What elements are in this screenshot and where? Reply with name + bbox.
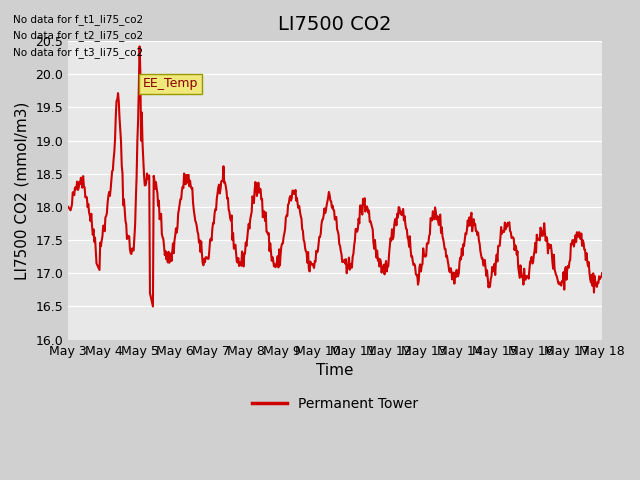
- Text: No data for f_t3_li75_co2: No data for f_t3_li75_co2: [13, 47, 143, 58]
- Text: No data for f_t1_li75_co2: No data for f_t1_li75_co2: [13, 13, 143, 24]
- Text: EE_Temp: EE_Temp: [143, 77, 198, 90]
- Legend: Permanent Tower: Permanent Tower: [246, 391, 424, 416]
- Title: LI7500 CO2: LI7500 CO2: [278, 15, 392, 34]
- X-axis label: Time: Time: [316, 363, 354, 378]
- Text: No data for f_t2_li75_co2: No data for f_t2_li75_co2: [13, 30, 143, 41]
- Y-axis label: LI7500 CO2 (mmol/m3): LI7500 CO2 (mmol/m3): [15, 101, 30, 279]
